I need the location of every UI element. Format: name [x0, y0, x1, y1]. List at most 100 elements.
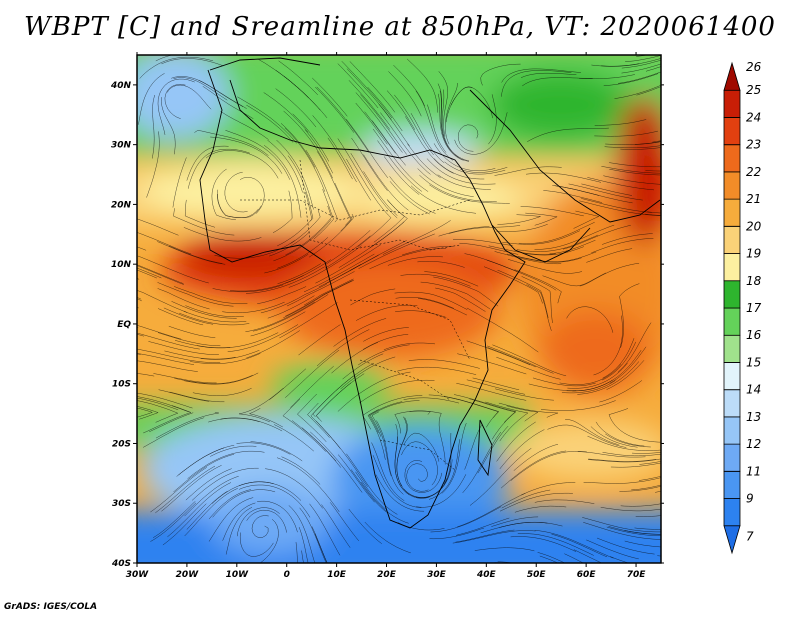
- streamline: [534, 530, 614, 559]
- streamline: [456, 517, 510, 536]
- streamline: [161, 58, 224, 67]
- colorbar-label: 20: [746, 219, 762, 233]
- streamline: [437, 93, 464, 161]
- streamline: [362, 334, 409, 350]
- streamline: [457, 493, 526, 528]
- streamline: [590, 426, 638, 448]
- streamline: [222, 502, 256, 541]
- streamline: [453, 394, 517, 423]
- streamline: [137, 353, 195, 365]
- streamline: [315, 382, 352, 419]
- streamline: [164, 350, 236, 360]
- streamline: [253, 294, 329, 332]
- streamline: [257, 286, 307, 304]
- streamline: [614, 84, 661, 99]
- streamline: [442, 89, 470, 162]
- streamline: [384, 156, 420, 195]
- colorbar-swatch: [723, 198, 741, 227]
- streamline: [517, 251, 597, 262]
- streamline: [137, 407, 153, 418]
- streamline: [510, 536, 577, 552]
- streamline: [521, 276, 553, 324]
- streamline: [337, 371, 411, 412]
- streamline: [452, 530, 536, 544]
- streamline: [327, 137, 353, 180]
- streamline: [620, 503, 661, 507]
- streamline: [367, 409, 386, 460]
- streamline: [239, 177, 265, 214]
- streamline: [375, 474, 425, 512]
- streamline: [594, 130, 658, 137]
- streamline: [245, 266, 325, 294]
- streamline: [487, 347, 536, 368]
- streamline: [285, 205, 332, 256]
- streamline: [469, 448, 532, 506]
- streamline: [298, 324, 341, 356]
- streamline: [621, 59, 661, 69]
- streamline: [349, 61, 396, 113]
- streamline: [363, 327, 409, 342]
- streamline: [153, 373, 217, 384]
- streamline: [579, 200, 661, 217]
- streamline: [588, 458, 657, 462]
- streamline: [139, 56, 214, 79]
- streamline: [292, 113, 329, 162]
- streamline: [522, 77, 593, 87]
- streamline: [657, 555, 661, 557]
- streamline: [469, 398, 517, 440]
- streamline: [137, 269, 157, 279]
- lon-tick-label: 50E: [527, 570, 547, 580]
- streamline: [513, 443, 559, 471]
- streamline: [534, 224, 615, 250]
- streamline: [149, 412, 194, 433]
- colorbar-label: 17: [746, 301, 762, 315]
- map-frame: [136, 54, 662, 564]
- streamline: [236, 442, 291, 455]
- streamline: [137, 255, 209, 284]
- streamline: [331, 342, 379, 374]
- colorbar-swatch: [723, 307, 741, 336]
- streamline: [438, 71, 448, 137]
- streamline: [644, 213, 661, 216]
- streamlines-layer: [137, 55, 661, 563]
- streamline: [526, 284, 552, 331]
- colorbar-label: 11: [746, 464, 761, 478]
- streamline: [264, 254, 309, 274]
- streamline: [378, 104, 410, 147]
- streamline: [338, 454, 375, 503]
- streamline: [587, 435, 661, 451]
- country-borders: [240, 159, 471, 471]
- streamline: [269, 368, 307, 400]
- streamline: [301, 427, 337, 462]
- streamline: [150, 502, 197, 542]
- colorbar-swatch: [723, 362, 741, 391]
- streamline: [636, 55, 649, 57]
- streamline: [295, 542, 298, 563]
- streamline: [527, 127, 609, 142]
- latitude-ticks: 40N 30N 20N 10N EQ 10S 20S 30S 40S: [110, 81, 664, 569]
- field-layer: [137, 55, 661, 563]
- lat-tick-label: 20N: [111, 200, 132, 210]
- streamline: [208, 497, 254, 542]
- streamline: [552, 185, 600, 196]
- streamline: [582, 517, 661, 533]
- colorbar-swatch: [723, 334, 741, 363]
- streamline: [408, 359, 480, 369]
- streamline: [566, 306, 614, 333]
- streamline: [183, 227, 262, 242]
- streamline: [517, 533, 594, 556]
- colorbar-swatch: [723, 498, 741, 527]
- colorbar-swatch: [723, 61, 741, 91]
- streamline: [355, 102, 388, 145]
- streamline: [277, 191, 313, 247]
- streamline: [157, 282, 234, 307]
- streamline: [587, 458, 661, 463]
- streamline: [581, 198, 652, 213]
- colorbar-label: 12: [746, 437, 761, 451]
- streamline: [227, 324, 299, 352]
- streamline: [348, 508, 382, 544]
- streamline: [346, 453, 398, 515]
- streamline: [265, 468, 323, 509]
- streamline: [433, 276, 499, 307]
- streamline: [211, 168, 236, 221]
